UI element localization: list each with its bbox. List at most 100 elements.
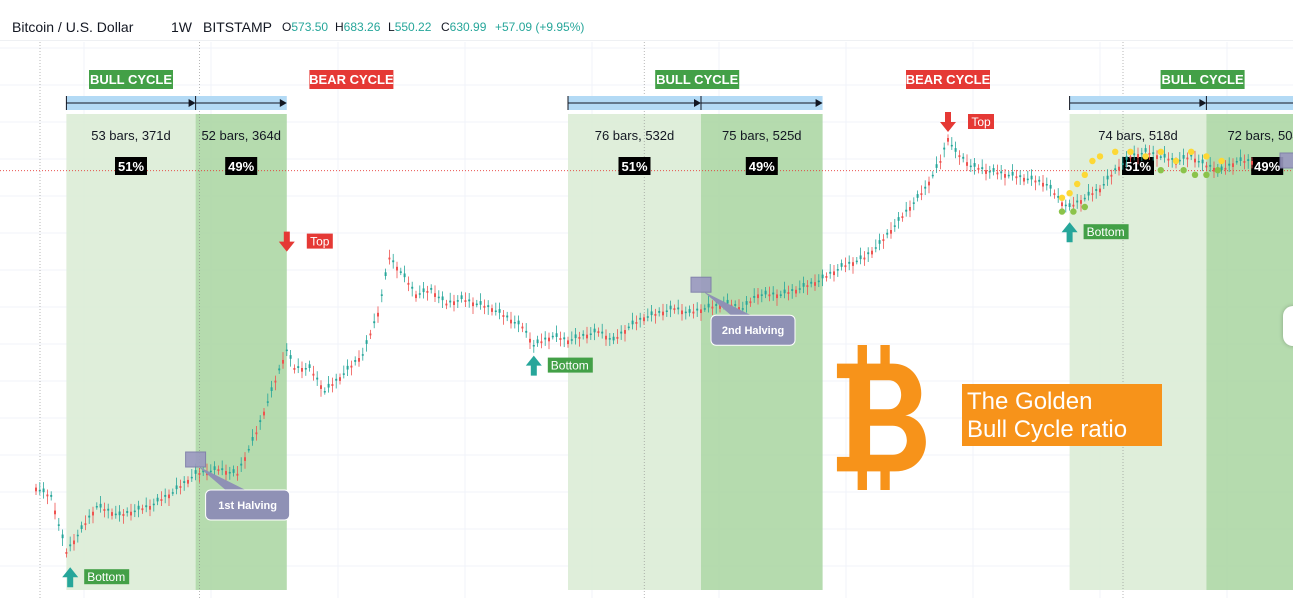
halving-callout-pointer xyxy=(197,466,246,490)
candle-body xyxy=(1125,156,1128,160)
candle-body xyxy=(1144,148,1147,152)
candle-body xyxy=(289,355,292,359)
candle-body xyxy=(244,457,246,461)
candle-body xyxy=(84,523,87,526)
candle-body xyxy=(236,473,239,476)
candle-body xyxy=(525,330,528,333)
candle-body xyxy=(814,282,816,286)
cycle-zone-dark xyxy=(1206,114,1293,590)
candle-body xyxy=(1030,175,1033,180)
candle-body xyxy=(1019,175,1022,178)
candle-body xyxy=(456,300,459,302)
candle-body xyxy=(453,301,455,305)
candle-body xyxy=(1243,161,1246,163)
candle-body xyxy=(225,471,227,475)
candle-body xyxy=(874,247,877,249)
candle-body xyxy=(988,170,991,173)
candle-body xyxy=(669,305,672,310)
candle-body xyxy=(510,319,512,324)
candle-body xyxy=(1171,158,1174,160)
candle-body xyxy=(1011,171,1014,176)
projection-dot xyxy=(1172,157,1180,165)
candle-body xyxy=(1251,161,1253,165)
candle-body xyxy=(1061,202,1063,207)
projection-dot xyxy=(1058,194,1066,201)
projection-dot xyxy=(1127,148,1134,155)
projection-dot xyxy=(1074,180,1081,188)
candle-body xyxy=(1049,184,1052,189)
range-measure-label: 76 bars, 532d xyxy=(595,128,675,143)
candle-body xyxy=(726,299,729,304)
halving-label: 1st Halving xyxy=(218,500,277,512)
candle-body xyxy=(92,511,94,516)
candle-body xyxy=(445,303,448,306)
candle-body xyxy=(810,281,813,284)
interval-label[interactable]: 1W xyxy=(171,19,192,35)
exchange-label[interactable]: BITSTAMP xyxy=(203,19,272,35)
candle-body xyxy=(688,309,691,313)
candle-body xyxy=(760,294,763,296)
candle-body xyxy=(107,508,110,511)
candle-body xyxy=(962,156,965,159)
candle-body xyxy=(42,488,45,493)
candle-body xyxy=(943,147,946,150)
candle-body xyxy=(331,384,334,386)
projection-dot xyxy=(1157,148,1165,155)
symbol-label[interactable]: Bitcoin / U.S. Dollar xyxy=(12,19,134,35)
candle-body xyxy=(1023,177,1025,182)
percent-label: 49% xyxy=(228,159,254,174)
chart-header: Bitcoin / U.S. Dollar 1W BITSTAMP O573.5… xyxy=(0,0,1293,41)
candle-body xyxy=(817,280,820,283)
candle-body xyxy=(57,524,60,526)
candle-body xyxy=(1042,182,1044,187)
candle-body xyxy=(415,294,417,299)
candle-body xyxy=(1114,168,1117,171)
candle-body xyxy=(38,489,41,492)
candle-body xyxy=(255,432,258,435)
candle-body xyxy=(301,368,303,372)
candle-body xyxy=(99,503,102,508)
candle-body xyxy=(684,311,687,314)
candle-body xyxy=(567,340,569,345)
projection-dot xyxy=(1112,148,1119,155)
candle-body xyxy=(217,469,220,472)
candle-body xyxy=(156,497,159,502)
cycle-label: BEAR CYCLE xyxy=(906,72,991,87)
range-arrow-head xyxy=(1199,99,1207,107)
candle-body xyxy=(1159,156,1162,158)
candle-body xyxy=(985,170,987,174)
candle-body xyxy=(540,341,543,344)
candle-body xyxy=(1099,188,1101,193)
candle-body xyxy=(365,340,368,344)
candle-body xyxy=(631,320,634,325)
candle-body xyxy=(608,338,611,340)
candle-body xyxy=(570,339,573,341)
candle-body xyxy=(840,263,843,267)
candle-body xyxy=(373,321,376,324)
candle-body xyxy=(198,473,201,475)
candle-body xyxy=(821,274,824,279)
halving-label: 2nd Halving xyxy=(722,325,784,337)
candle-body xyxy=(711,306,714,309)
candle-body xyxy=(855,260,858,263)
projection-dot xyxy=(1214,167,1222,174)
bottom-badge xyxy=(84,569,130,585)
candle-body xyxy=(969,165,972,168)
candle-body xyxy=(61,534,64,539)
candle-body xyxy=(491,308,493,312)
candle-body xyxy=(506,315,509,318)
candle-body xyxy=(464,300,467,302)
bottom-badge xyxy=(1083,224,1129,240)
candle-body xyxy=(1000,171,1003,174)
candle-body xyxy=(1137,154,1139,158)
chart-scroll-handle[interactable] xyxy=(1283,306,1293,346)
candle-body xyxy=(1140,152,1143,155)
candle-body xyxy=(487,305,490,308)
candle-body xyxy=(202,470,205,473)
golden-ratio-title: The Golden Bull Cycle ratio xyxy=(962,384,1162,446)
candle-body xyxy=(517,320,520,325)
candle-body xyxy=(388,257,391,260)
candle-body xyxy=(1087,191,1090,196)
candle-body xyxy=(1057,195,1060,198)
